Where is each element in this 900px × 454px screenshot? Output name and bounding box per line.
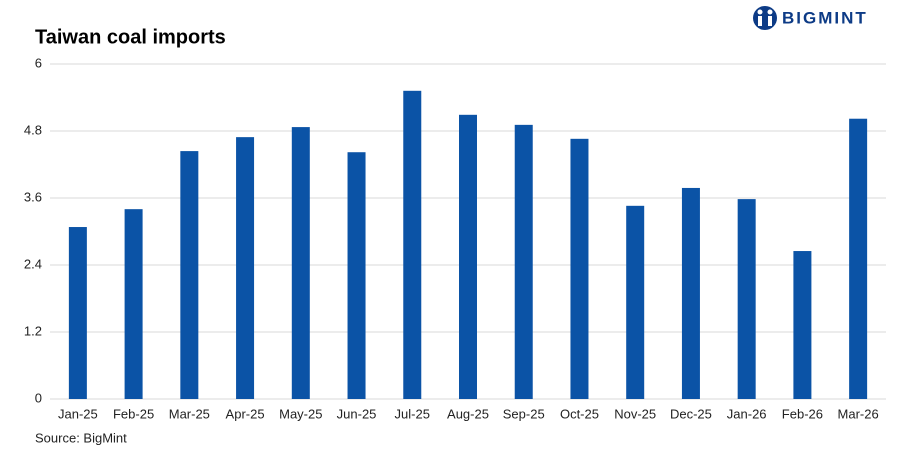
x-tick-label: Feb-25	[113, 406, 154, 421]
x-tick-label: Sep-25	[503, 406, 545, 421]
bar	[793, 251, 812, 399]
bar	[459, 114, 477, 399]
bar	[626, 205, 645, 399]
bar	[737, 199, 756, 399]
x-tick-label: Jan-26	[727, 406, 767, 421]
x-tick-label: Jul-25	[395, 406, 430, 421]
x-tick-label: Mar-25	[169, 406, 210, 421]
x-tick-label: Aug-25	[447, 406, 489, 421]
bar	[236, 137, 255, 399]
bar	[124, 209, 143, 399]
bar	[291, 127, 310, 399]
x-tick-label: May-25	[279, 406, 322, 421]
x-tick-label: Dec-25	[670, 406, 712, 421]
y-tick-label: 3.6	[24, 189, 42, 204]
logo-icon	[753, 6, 777, 30]
bar	[514, 124, 533, 399]
bar	[347, 152, 366, 399]
bar	[180, 151, 199, 399]
bar	[681, 187, 700, 399]
bar	[68, 227, 87, 399]
x-tick-label: Jun-25	[337, 406, 377, 421]
x-tick-label: Nov-25	[614, 406, 656, 421]
x-tick-label: Feb-26	[782, 406, 823, 421]
bar	[570, 138, 589, 400]
bar	[403, 90, 422, 400]
x-tick-label: Oct-25	[560, 406, 599, 421]
x-tick-label: Apr-25	[226, 406, 265, 421]
x-tick-label: Jan-25	[58, 406, 98, 421]
chart-title: Taiwan coal imports	[35, 26, 226, 48]
logo-text: BIGMINT	[782, 8, 868, 27]
bar	[849, 118, 868, 399]
y-tick-label: 6	[35, 55, 42, 70]
y-tick-label: 1.2	[24, 323, 42, 338]
x-tick-label: Mar-26	[838, 406, 879, 421]
y-tick-label: 4.8	[24, 122, 42, 137]
source-note: Source: BigMint	[35, 430, 127, 445]
y-tick-label: 0	[35, 390, 42, 405]
y-tick-label: 2.4	[24, 256, 42, 271]
